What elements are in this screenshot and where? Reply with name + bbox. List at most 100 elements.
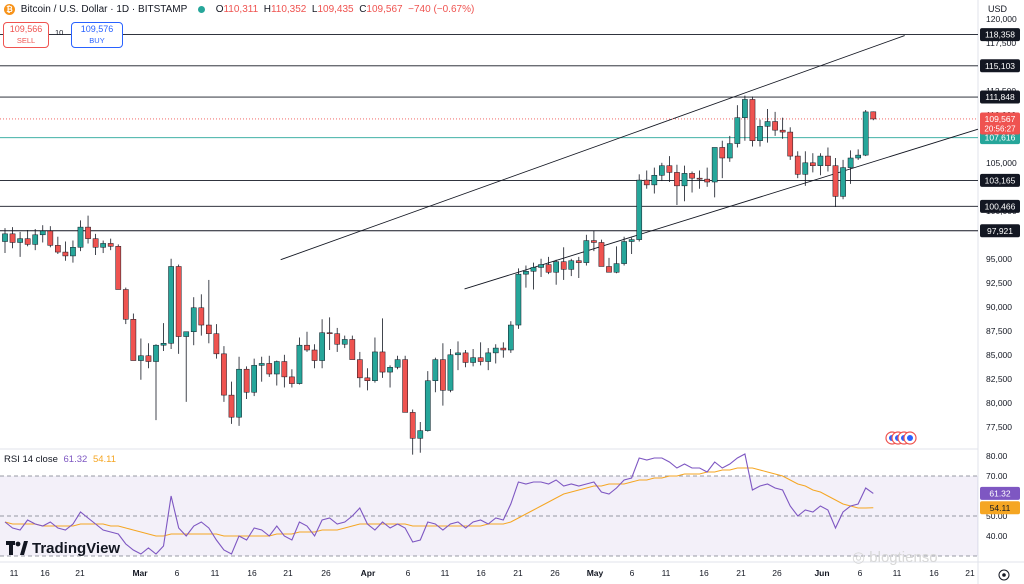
candle-body-76 bbox=[575, 260, 582, 263]
level-tag-6 bbox=[980, 224, 1020, 238]
candle-8 bbox=[62, 241, 69, 261]
candle-body-2 bbox=[17, 238, 23, 243]
candle-body-19 bbox=[145, 355, 152, 362]
candle-body-22 bbox=[168, 266, 174, 344]
candle-body-82 bbox=[621, 241, 627, 264]
spread-value: 10 bbox=[55, 28, 64, 37]
bitcoin-icon: ₿ bbox=[4, 3, 15, 15]
candle-15 bbox=[115, 244, 122, 290]
candle-55 bbox=[417, 422, 424, 453]
tradingview-logo[interactable]: TradingView bbox=[6, 540, 120, 557]
candle-46 bbox=[349, 335, 356, 360]
candle-111 bbox=[840, 159, 846, 200]
candle-body-97 bbox=[734, 117, 741, 144]
candle-109 bbox=[825, 147, 831, 172]
candle-17 bbox=[130, 313, 137, 361]
candle-body-9 bbox=[70, 247, 76, 257]
candle-body-26 bbox=[198, 307, 205, 326]
candle-52 bbox=[394, 355, 401, 370]
x-tick-label-13: 21 bbox=[513, 568, 523, 578]
candle-68 bbox=[515, 268, 522, 329]
price-tick-label-9: 105,000 bbox=[986, 158, 1017, 168]
candle-body-41 bbox=[311, 349, 318, 361]
candle-body-50 bbox=[379, 351, 386, 373]
chart-header: ₿ Bitcoin / U.S. Dollar · 1D · BITSTAMP … bbox=[0, 0, 474, 20]
candle-114 bbox=[862, 110, 869, 157]
candle-71 bbox=[538, 258, 544, 278]
candle-40 bbox=[304, 331, 310, 352]
candle-body-16 bbox=[122, 289, 129, 320]
candle-body-60 bbox=[455, 352, 461, 356]
price-tick-label-6: 92,500 bbox=[986, 278, 1012, 288]
candle-body-107 bbox=[810, 162, 816, 166]
level-value-5: 100,466 bbox=[985, 201, 1016, 211]
candle-19 bbox=[145, 343, 152, 369]
settings-gear-icon[interactable] bbox=[998, 569, 1010, 581]
candle-38 bbox=[289, 369, 295, 388]
x-tick-label-17: 11 bbox=[662, 568, 671, 578]
buy-price: 109,576 bbox=[80, 24, 114, 34]
tradingview-logo-text: TradingView bbox=[32, 540, 121, 557]
candle-body-0 bbox=[2, 233, 8, 242]
level-tag-1 bbox=[980, 59, 1020, 73]
candle-body-45 bbox=[341, 339, 348, 345]
candle-57 bbox=[432, 357, 439, 393]
candle-79 bbox=[598, 239, 605, 267]
candle-37 bbox=[281, 354, 288, 388]
candle-body-65 bbox=[492, 347, 499, 354]
currency-label[interactable]: USD bbox=[988, 4, 1008, 14]
level-tag-4 bbox=[980, 173, 1020, 187]
rsi-legend[interactable]: RSI 14 close 61.32 54.11 bbox=[4, 454, 116, 465]
price-tick-label-0: 77,500 bbox=[986, 422, 1012, 432]
x-tick-label-0: 11 bbox=[10, 568, 19, 578]
candle-body-81 bbox=[613, 263, 620, 273]
candle-2 bbox=[17, 231, 23, 257]
level-value-2: 111,848 bbox=[985, 92, 1015, 102]
candle-body-99 bbox=[749, 99, 756, 141]
level-value-0: 118,358 bbox=[985, 30, 1015, 40]
change-value: −740 (−0.67%) bbox=[408, 4, 475, 15]
candle-body-104 bbox=[787, 131, 794, 157]
candle-body-67 bbox=[508, 324, 514, 351]
candle-14 bbox=[107, 238, 114, 251]
candle-body-108 bbox=[817, 155, 824, 166]
candle-body-69 bbox=[523, 271, 529, 275]
candle-102 bbox=[772, 111, 778, 136]
level-tag-2 bbox=[980, 90, 1020, 104]
candle-115 bbox=[870, 111, 877, 121]
sell-button[interactable]: 109,566 SELL bbox=[3, 22, 49, 48]
candle-82 bbox=[621, 236, 627, 266]
candle-body-52 bbox=[394, 359, 401, 368]
candle-100 bbox=[757, 119, 763, 147]
candle-93 bbox=[704, 167, 710, 187]
candle-99 bbox=[749, 96, 756, 147]
candle-0 bbox=[2, 228, 8, 254]
candle-27 bbox=[206, 279, 212, 344]
current-price-value: 109,567 bbox=[985, 114, 1016, 124]
candle-22 bbox=[168, 258, 174, 350]
candle-body-112 bbox=[847, 157, 854, 168]
level-value-4: 103,165 bbox=[985, 175, 1016, 185]
rsi-tick-label-1: 50.00 bbox=[986, 511, 1008, 521]
candle-4 bbox=[32, 229, 39, 251]
candle-42 bbox=[319, 319, 325, 369]
candle-103 bbox=[779, 117, 786, 139]
candle-body-33 bbox=[251, 365, 258, 393]
candle-6 bbox=[47, 226, 54, 248]
candle-16 bbox=[122, 287, 129, 325]
candle-body-37 bbox=[281, 361, 288, 378]
candle-body-62 bbox=[470, 357, 476, 363]
candle-56 bbox=[424, 371, 431, 432]
candle-body-39 bbox=[296, 344, 303, 384]
candle-body-58 bbox=[440, 359, 446, 391]
candle-body-89 bbox=[674, 172, 680, 187]
buy-label: BUY bbox=[89, 36, 105, 45]
candle-body-11 bbox=[85, 226, 91, 239]
candle-81 bbox=[613, 246, 620, 274]
price-tick-label-2: 82,500 bbox=[986, 374, 1012, 384]
symbol-title[interactable]: Bitcoin / U.S. Dollar · 1D · BITSTAMP bbox=[20, 4, 188, 15]
buy-button[interactable]: 109,576 BUY bbox=[71, 22, 123, 48]
rsi-tick-label-4: 80.00 bbox=[986, 451, 1008, 461]
candle-86 bbox=[651, 167, 658, 194]
